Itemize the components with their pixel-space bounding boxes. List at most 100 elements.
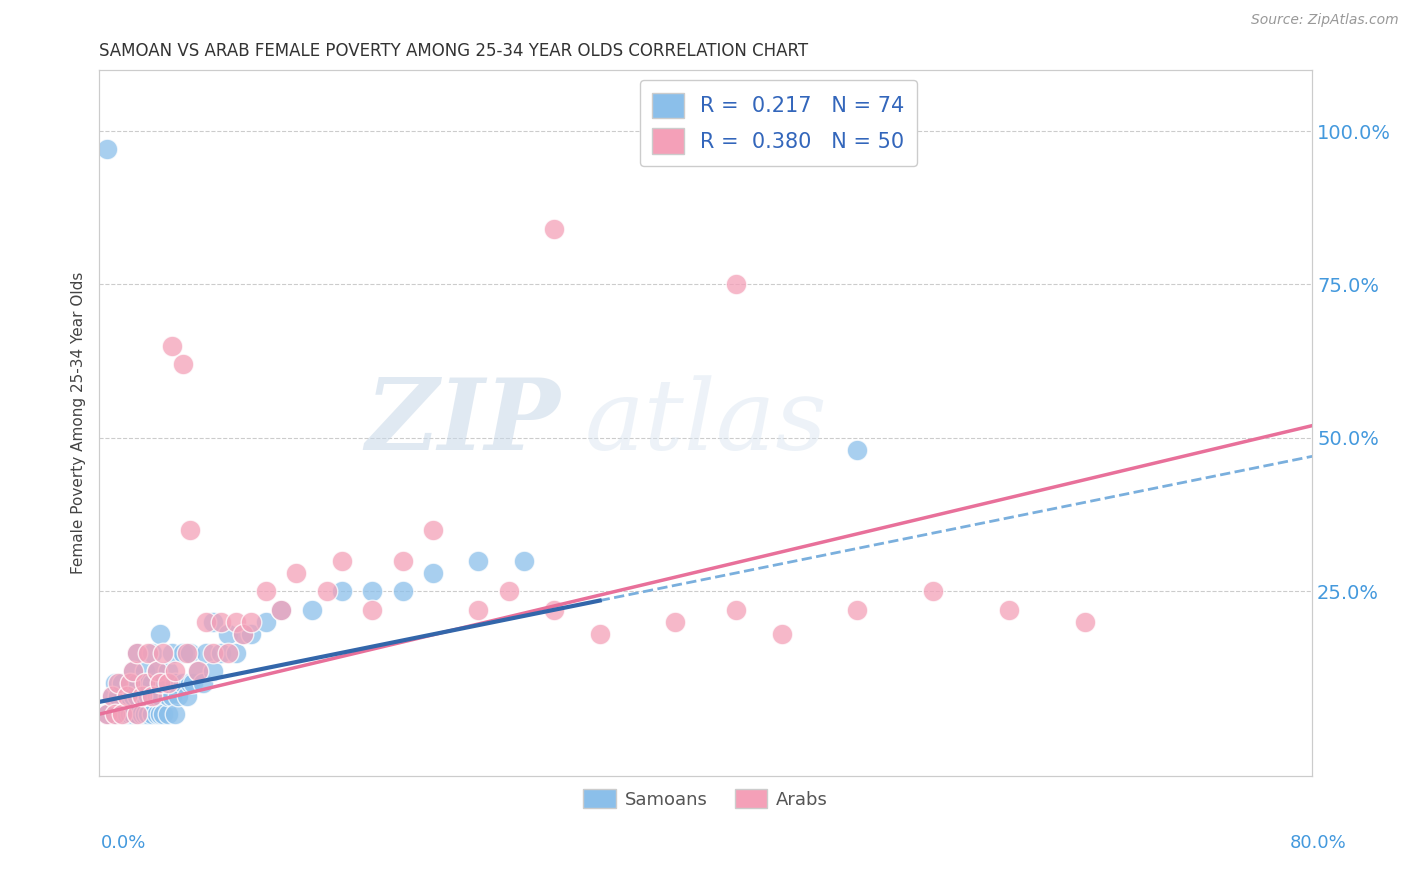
Point — [127, 676, 149, 690]
Point — [391, 584, 413, 599]
Point — [330, 554, 353, 568]
Point — [121, 664, 143, 678]
Point — [146, 664, 169, 678]
Point — [422, 566, 444, 580]
Point — [160, 689, 183, 703]
Point — [240, 615, 263, 629]
Point — [141, 646, 163, 660]
Text: atlas: atlas — [585, 375, 827, 470]
Point — [146, 689, 169, 703]
Point — [111, 707, 134, 722]
Point — [270, 603, 292, 617]
Point — [134, 664, 156, 678]
Point — [217, 646, 239, 660]
Point — [187, 664, 209, 678]
Point — [179, 523, 201, 537]
Point — [160, 339, 183, 353]
Point — [141, 689, 163, 703]
Point — [107, 676, 129, 690]
Point — [301, 603, 323, 617]
Point — [118, 676, 141, 690]
Y-axis label: Female Poverty Among 25-34 Year Olds: Female Poverty Among 25-34 Year Olds — [72, 271, 86, 574]
Point — [149, 707, 172, 722]
Point — [127, 646, 149, 660]
Point — [96, 707, 118, 722]
Point — [136, 707, 159, 722]
Point — [149, 627, 172, 641]
Point — [225, 615, 247, 629]
Point — [498, 584, 520, 599]
Point — [176, 689, 198, 703]
Point — [146, 664, 169, 678]
Point — [922, 584, 945, 599]
Point — [285, 566, 308, 580]
Point — [725, 277, 748, 292]
Point — [543, 603, 565, 617]
Point — [172, 357, 194, 371]
Point — [391, 554, 413, 568]
Point — [121, 707, 143, 722]
Point — [1074, 615, 1097, 629]
Point — [202, 664, 225, 678]
Point — [179, 676, 201, 690]
Point — [209, 646, 232, 660]
Point — [96, 707, 118, 722]
Point — [134, 676, 156, 690]
Text: SAMOAN VS ARAB FEMALE POVERTY AMONG 25-34 YEAR OLDS CORRELATION CHART: SAMOAN VS ARAB FEMALE POVERTY AMONG 25-3… — [100, 42, 808, 60]
Point — [361, 584, 384, 599]
Point — [254, 584, 277, 599]
Point — [104, 676, 127, 690]
Point — [270, 603, 292, 617]
Point — [104, 707, 127, 722]
Point — [127, 646, 149, 660]
Point — [422, 523, 444, 537]
Point — [131, 689, 153, 703]
Point — [141, 689, 163, 703]
Point — [115, 707, 138, 722]
Point — [136, 689, 159, 703]
Point — [176, 646, 198, 660]
Point — [194, 646, 217, 660]
Point — [589, 627, 612, 641]
Point — [156, 664, 179, 678]
Text: Source: ZipAtlas.com: Source: ZipAtlas.com — [1251, 13, 1399, 28]
Point — [134, 707, 156, 722]
Point — [152, 646, 174, 660]
Point — [127, 707, 149, 722]
Point — [127, 707, 149, 722]
Point — [179, 646, 201, 660]
Point — [156, 707, 179, 722]
Point — [136, 676, 159, 690]
Point — [100, 689, 122, 703]
Point — [202, 615, 225, 629]
Point — [194, 615, 217, 629]
Legend: Samoans, Arabs: Samoans, Arabs — [576, 781, 835, 816]
Point — [160, 646, 183, 660]
Point — [152, 707, 174, 722]
Point — [152, 676, 174, 690]
Point — [96, 143, 118, 157]
Point — [172, 676, 194, 690]
Point — [998, 603, 1021, 617]
Point — [513, 554, 536, 568]
Point — [118, 707, 141, 722]
Point — [115, 689, 138, 703]
Point — [172, 646, 194, 660]
Text: ZIP: ZIP — [366, 375, 560, 471]
Point — [149, 689, 172, 703]
Point — [121, 664, 143, 678]
Point — [467, 603, 489, 617]
Point — [156, 689, 179, 703]
Point — [141, 707, 163, 722]
Text: 80.0%: 80.0% — [1291, 834, 1347, 852]
Point — [146, 707, 169, 722]
Point — [202, 646, 225, 660]
Point — [118, 689, 141, 703]
Text: 0.0%: 0.0% — [101, 834, 146, 852]
Point — [225, 646, 247, 660]
Point — [121, 689, 143, 703]
Point — [232, 627, 254, 641]
Point — [770, 627, 793, 641]
Point — [330, 584, 353, 599]
Point — [254, 615, 277, 629]
